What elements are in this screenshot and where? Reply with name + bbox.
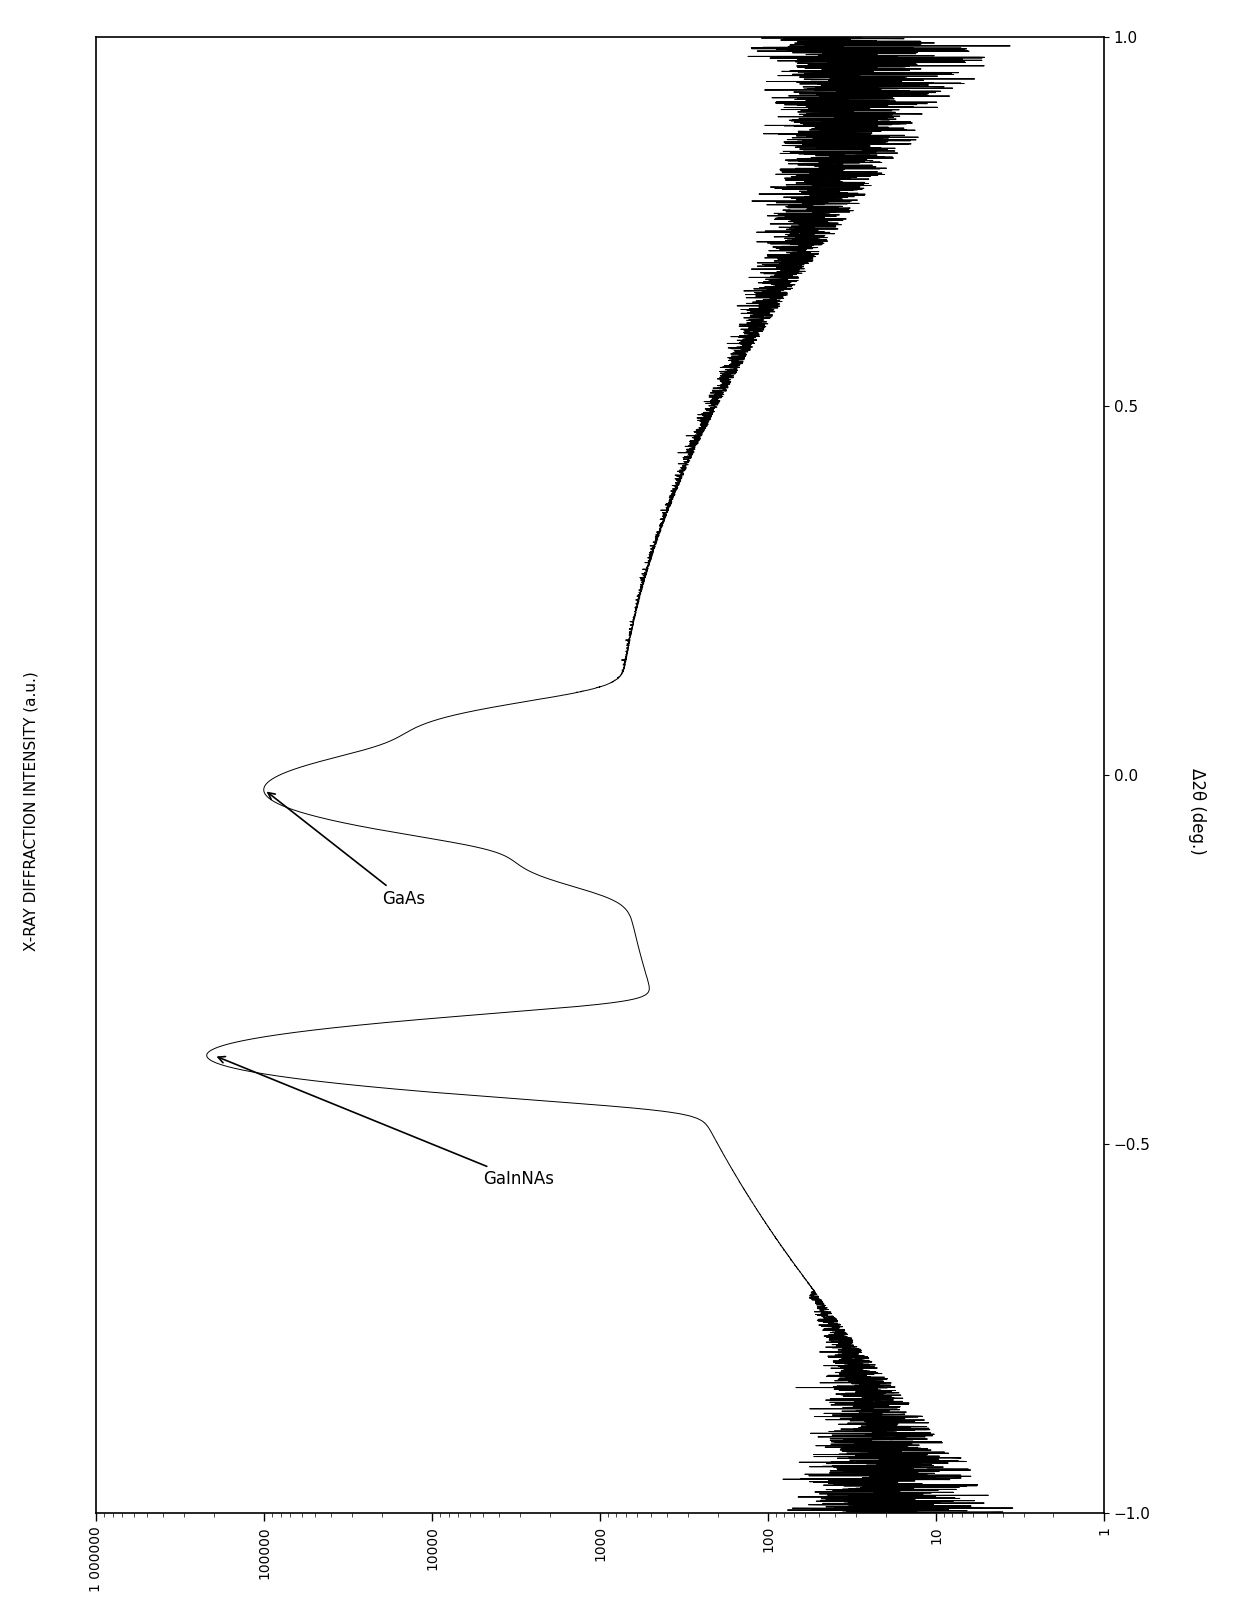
Text: Δ2θ (deg.): Δ2θ (deg.) bbox=[1188, 768, 1205, 855]
Text: GaInNAs: GaInNAs bbox=[218, 1057, 554, 1188]
Text: GaAs: GaAs bbox=[268, 792, 425, 907]
Text: X-RAY DIFFRACTION INTENSITY (a.u.): X-RAY DIFFRACTION INTENSITY (a.u.) bbox=[24, 672, 38, 951]
